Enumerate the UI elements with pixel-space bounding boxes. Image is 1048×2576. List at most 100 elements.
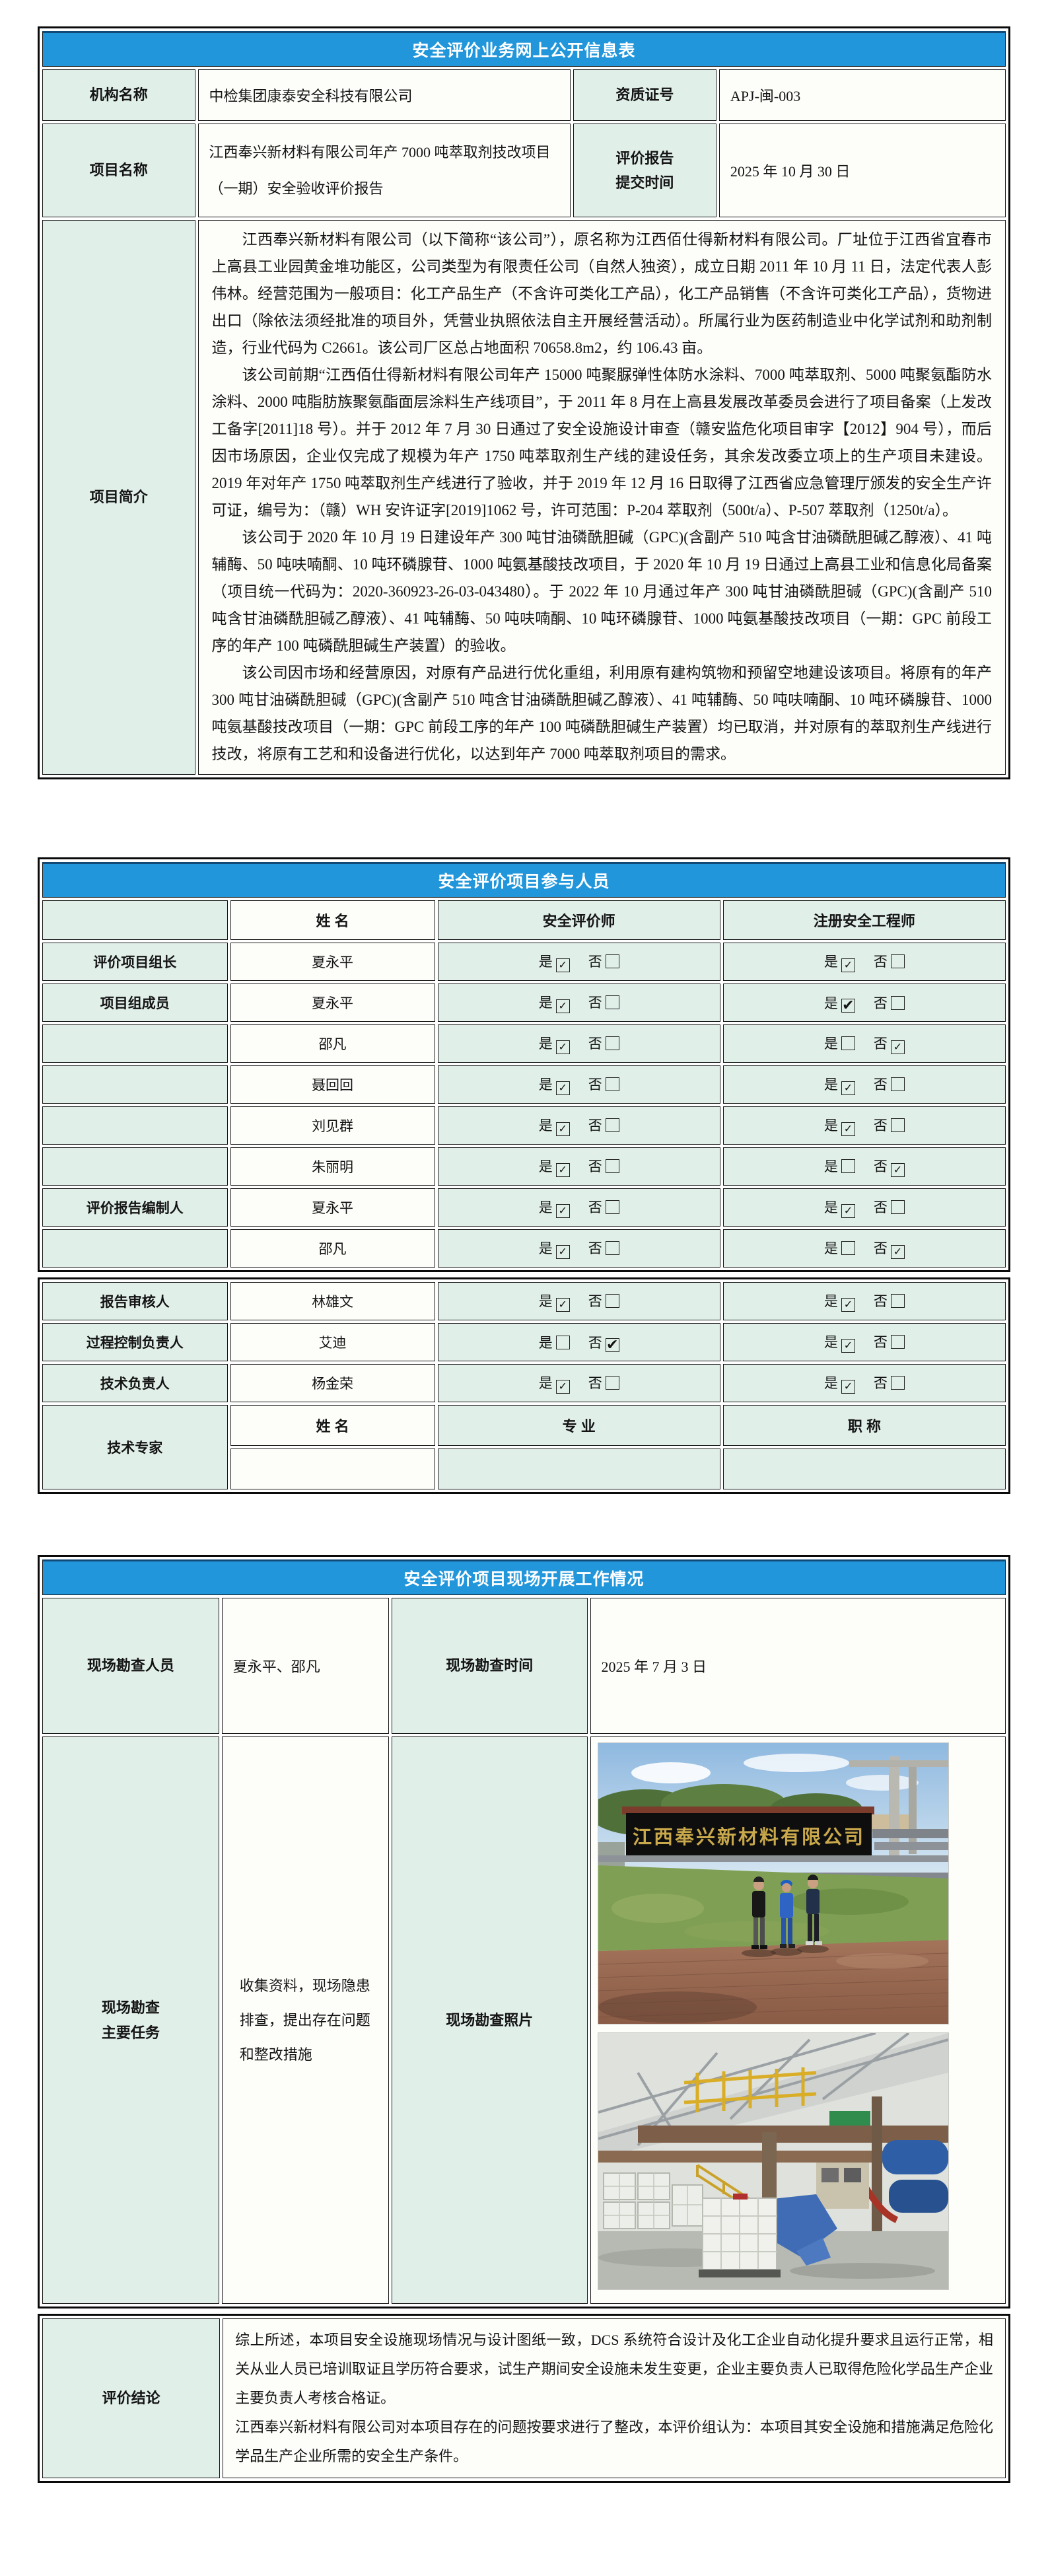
no-label: 否 <box>588 1240 602 1257</box>
participant-row: 聂回回 是 ✓ 否 是 ✓ 否 <box>42 1065 1006 1104</box>
engineer-yes-checkbox <box>841 1241 855 1256</box>
no-label: 否 <box>873 1375 888 1392</box>
conclusion-text: 综上所述，本项目安全设施现场情况与设计图纸一致，DCS 系统符合设计及化工企业自… <box>223 2318 1006 2478</box>
participant-role <box>42 1024 228 1063</box>
participant-row: 项目组成员 夏永平 是 ✓ 否 是 ✔ 否 <box>42 984 1006 1022</box>
engineer-checkbox-group: 是 ✓ 否 <box>722 1106 1006 1145</box>
no-label: 否 <box>588 995 602 1011</box>
engineer-yes-checkbox <box>841 1159 855 1174</box>
engineer-no-checkbox <box>890 1376 905 1390</box>
engineer-no-checkbox <box>890 1200 905 1215</box>
yes-label: 是 <box>823 1199 838 1216</box>
engineer-checkbox-group: 是 ✓ 否 <box>722 1065 1006 1104</box>
survey-photo-label: 现场勘查照片 <box>391 1736 588 2304</box>
participant-role: 评价项目组长 <box>42 943 228 981</box>
project-name-value: 江西奉兴新材料有限公司年产 7000 吨萃取剂技改项目（一期）安全验收评价报告 <box>197 124 571 217</box>
project-intro-label: 项目简介 <box>42 220 195 775</box>
participants-corner-cell <box>42 900 228 940</box>
participant-row: 邵凡 是 ✓ 否 是否 ✓ <box>42 1024 1006 1063</box>
person-figure <box>796 1875 829 1953</box>
participant-role <box>42 1229 228 1268</box>
assessor-no-checkbox <box>605 1036 619 1051</box>
assessor-checkbox-group: 是 ✓ 否 <box>437 1106 720 1145</box>
assessor-no-checkbox <box>605 954 619 969</box>
assessor-checkbox-group: 是 ✓ 否 <box>437 984 720 1022</box>
participant-name: 杨金荣 <box>230 1364 435 1402</box>
no-label: 否 <box>873 995 888 1011</box>
participant-name: 朱丽明 <box>230 1147 435 1186</box>
participant-role: 过程控制负责人 <box>42 1323 228 1361</box>
yes-label: 是 <box>538 1159 553 1175</box>
assessor-no-checkbox: ✔ <box>605 1336 619 1353</box>
assessor-no-checkbox <box>605 1159 619 1174</box>
intro-paragraph-4: 该公司因市场和经营原因，对原有产品进行优化重组，利用原有建构筑物和预留空地建设该… <box>211 664 992 762</box>
surveyor-label: 现场勘查人员 <box>42 1598 219 1734</box>
no-label: 否 <box>873 1334 888 1351</box>
assessor-checkbox-group: 是 否 ✔ <box>437 1323 720 1361</box>
expert-major-header: 专 业 <box>437 1405 720 1446</box>
participant-row: 评价报告编制人 夏永平 是 ✓ 否 是 ✓ 否 <box>42 1188 1006 1227</box>
participant-name: 夏永平 <box>230 984 435 1022</box>
participant-row: 过程控制负责人 艾迪 是否 ✔ 是 ✓ 否 <box>42 1323 1006 1361</box>
assessor-yes-checkbox: ✓ <box>555 958 570 972</box>
engineer-checkbox-group: 是 否 ✓ <box>722 1024 1006 1063</box>
no-label: 否 <box>588 1118 602 1134</box>
assessor-yes-checkbox: ✓ <box>555 1244 570 1259</box>
project-intro-text: 江西奉兴新材料有限公司（以下简称“该公司”），原名称为江西佰仕得新材料有限公司。… <box>197 220 1006 775</box>
conclusion-block: 评价结论 综上所述，本项目安全设施现场情况与设计图纸一致，DCS 系统符合设计及… <box>38 2314 1010 2483</box>
surveyor-value: 夏永平、邵凡 <box>221 1598 389 1734</box>
assessor-checkbox-group: 是 ✓ 否 <box>437 943 720 981</box>
assessor-no-checkbox <box>605 1241 619 1256</box>
no-label: 否 <box>873 1036 888 1052</box>
assessor-no-checkbox <box>605 1294 619 1308</box>
info-table-block: 安全评价业务网上公开信息表 机构名称 中检集团康泰安全科技有限公司 资质证号 A… <box>38 26 1010 779</box>
engineer-yes-checkbox: ✓ <box>841 1122 855 1136</box>
yes-label: 是 <box>538 1293 553 1310</box>
site-table-block: 安全评价项目现场开展工作情况 现场勘查人员 夏永平、邵凡 现场勘查时间 2025… <box>38 1555 1010 2308</box>
participant-role <box>42 1106 228 1145</box>
no-label: 否 <box>873 1118 888 1134</box>
no-label: 否 <box>873 1159 888 1175</box>
expert-name-header: 姓 名 <box>230 1405 435 1446</box>
expert-title-empty-cell <box>722 1449 1006 1489</box>
intro-paragraph-3: 该公司于 2020 年 10 月 19 日建设年产 300 吨甘油磷酰胆碱（GP… <box>211 529 992 654</box>
yes-label: 是 <box>538 1334 553 1351</box>
engineer-checkbox-group: 是 ✓ 否 <box>722 1323 1006 1361</box>
report-time-label-line2: 提交时间 <box>615 174 674 191</box>
assessor-checkbox-group: 是 ✓ 否 <box>437 1024 720 1063</box>
survey-task-label-line2: 主要任务 <box>101 2024 160 2041</box>
site-table-title: 安全评价项目现场开展工作情况 <box>42 1559 1006 1595</box>
participant-row: 邵凡 是 ✓ 否 是否 ✓ <box>42 1229 1006 1268</box>
assessor-no-checkbox <box>605 995 619 1010</box>
assessor-checkbox-group: 是 ✓ 否 <box>437 1188 720 1227</box>
participants-table-1: 安全评价项目参与人员 姓 名 安全评价师 注册安全工程师 评价项目组长 夏永平 … <box>40 859 1008 1270</box>
assessor-yes-checkbox: ✓ <box>555 1379 570 1394</box>
yes-label: 是 <box>538 1036 553 1052</box>
engineer-no-checkbox <box>890 1118 905 1133</box>
person-figure <box>770 1879 802 1956</box>
site-table: 安全评价项目现场开展工作情况 现场勘查人员 夏永平、邵凡 现场勘查时间 2025… <box>40 1557 1008 2307</box>
yes-label: 是 <box>823 1240 838 1257</box>
participant-row: 评价项目组长 夏永平 是 ✓ 否 是 ✓ 否 <box>42 943 1006 981</box>
assessor-checkbox-group: 是 ✓ 否 <box>437 1282 720 1320</box>
participant-name: 林雄文 <box>230 1282 435 1320</box>
engineer-yes-checkbox <box>841 1036 855 1051</box>
participant-role <box>42 1147 228 1186</box>
report-time-label: 评价报告 提交时间 <box>573 124 716 217</box>
yes-label: 是 <box>823 1293 838 1310</box>
assessor-no-checkbox <box>605 1200 619 1215</box>
gate-sign-text: 江西奉兴新材料有限公司 <box>633 1826 865 1848</box>
survey-task-label-line1: 现场勘查 <box>101 1999 160 2017</box>
no-label: 否 <box>873 954 888 970</box>
participants-table-block-1: 安全评价项目参与人员 姓 名 安全评价师 注册安全工程师 评价项目组长 夏永平 … <box>38 857 1010 1272</box>
yes-label: 是 <box>538 995 553 1011</box>
participant-name: 夏永平 <box>230 1188 435 1227</box>
info-table-title: 安全评价业务网上公开信息表 <box>42 31 1006 67</box>
no-label: 否 <box>588 1036 602 1052</box>
engineer-yes-checkbox: ✓ <box>841 1297 855 1312</box>
expert-label: 技术专家 <box>42 1405 228 1489</box>
engineer-yes-checkbox: ✓ <box>841 958 855 972</box>
no-label: 否 <box>588 1077 602 1093</box>
no-label: 否 <box>588 1159 602 1175</box>
survey-task-label: 现场勘查 主要任务 <box>42 1736 219 2304</box>
